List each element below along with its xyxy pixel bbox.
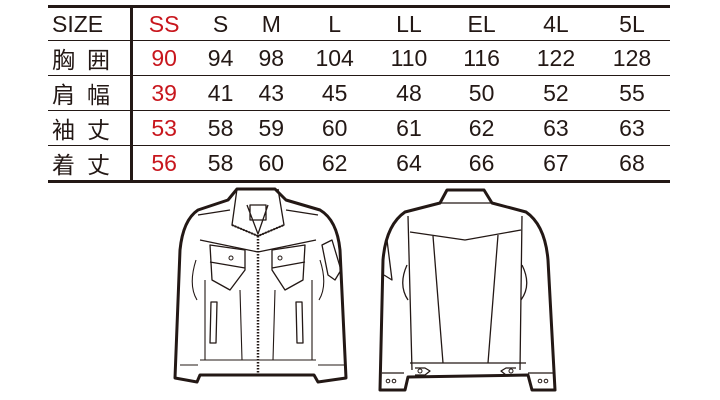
table-cell: 60 — [245, 145, 297, 183]
table-cell: 98 — [245, 40, 297, 76]
table-cell: 45 — [296, 75, 373, 111]
table-cell: 58 — [195, 110, 246, 146]
table-cell: 116 — [445, 40, 518, 76]
table-cell: 58 — [195, 145, 246, 183]
table-cell: 90 — [131, 40, 196, 76]
table-row: 胸囲 90 94 98 104 110 116 122 128 — [48, 40, 670, 76]
table-cell: 39 — [131, 75, 196, 111]
table-cell: 43 — [245, 75, 297, 111]
table-cell: 62 — [296, 145, 373, 183]
jacket-front-illustration — [173, 187, 348, 384]
table-cell: 60 — [296, 110, 373, 146]
table-cell: 104 — [296, 40, 373, 76]
size-header: 5L — [593, 5, 670, 41]
size-header: L — [296, 5, 373, 41]
table-row: 袖丈 53 58 59 60 61 62 63 63 — [48, 110, 670, 146]
size-header: SS — [131, 5, 196, 41]
table-row: 肩幅 39 41 43 45 48 50 52 55 — [48, 75, 670, 111]
table-cell: 55 — [593, 75, 670, 111]
table-cell: 122 — [517, 40, 594, 76]
row-label: 肩幅 — [48, 75, 133, 111]
table-cell: 64 — [372, 145, 446, 183]
table-cell: 128 — [593, 40, 670, 76]
size-chart-table: SIZE SS S M L LL EL 4L 5L 胸囲 90 94 98 10… — [48, 5, 670, 183]
table-cell: 68 — [593, 145, 670, 183]
size-header: LL — [372, 5, 446, 41]
table-cell: 56 — [131, 145, 196, 183]
row-label: 着丈 — [48, 145, 133, 183]
table-cell: 50 — [445, 75, 518, 111]
jacket-back-illustration — [378, 188, 557, 392]
table-row: 着丈 56 58 60 62 64 66 67 68 — [48, 145, 670, 183]
size-header: M — [245, 5, 297, 41]
row-label: 胸囲 — [48, 40, 133, 76]
table-cell: 48 — [372, 75, 446, 111]
table-cell: 59 — [245, 110, 297, 146]
table-cell: 110 — [372, 40, 446, 76]
table-cell: 52 — [517, 75, 594, 111]
table-cell: 41 — [195, 75, 246, 111]
table-cell: 61 — [372, 110, 446, 146]
size-header: S — [195, 5, 246, 41]
size-header: 4L — [517, 5, 594, 41]
size-header: EL — [445, 5, 518, 41]
table-cell: 63 — [517, 110, 594, 146]
table-cell: 94 — [195, 40, 246, 76]
table-cell: 63 — [593, 110, 670, 146]
table-cell: 66 — [445, 145, 518, 183]
table-header-row: SIZE SS S M L LL EL 4L 5L — [48, 5, 670, 41]
table-cell: 53 — [131, 110, 196, 146]
row-label: 袖丈 — [48, 110, 133, 146]
table-cell: 67 — [517, 145, 594, 183]
size-header-label: SIZE — [48, 5, 133, 41]
table-cell: 62 — [445, 110, 518, 146]
